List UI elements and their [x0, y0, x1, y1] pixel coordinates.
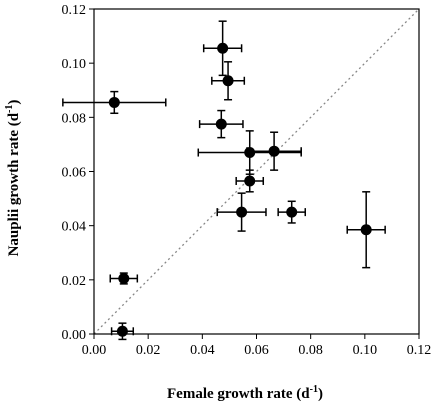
data-point	[286, 206, 298, 218]
y-tick-label: 0.10	[62, 57, 87, 72]
data-point	[268, 145, 280, 157]
y-tick-label: 0.08	[62, 111, 87, 126]
reference-line	[93, 8, 420, 335]
data-point	[244, 147, 256, 159]
data-point-group	[197, 130, 302, 175]
data-points-layer	[62, 20, 386, 341]
data-point	[116, 325, 128, 337]
y-tick-label: 0.04	[62, 220, 87, 235]
y-tick-label: 0.12	[62, 3, 87, 18]
y-tick-label: 0.02	[62, 274, 87, 289]
data-point	[215, 118, 227, 130]
data-point-group	[110, 322, 135, 341]
reference-line-layer	[93, 8, 420, 335]
data-point-group	[216, 192, 267, 232]
x-tick-label: 0.10	[353, 343, 378, 358]
x-tick-label: 0.06	[244, 343, 269, 358]
data-point-group	[62, 90, 167, 115]
data-point-group	[235, 169, 265, 193]
data-point-group	[246, 131, 302, 171]
data-point	[360, 224, 372, 236]
x-axis-title: Female growth rate (d-1)	[167, 384, 323, 402]
data-point	[118, 272, 130, 284]
data-point-group	[202, 20, 243, 77]
data-point-group	[198, 109, 244, 139]
x-tick-label: 0.04	[190, 343, 215, 358]
data-point-group	[277, 200, 306, 224]
data-point	[236, 206, 248, 218]
data-point	[222, 75, 234, 87]
y-tick-label: 0.00	[62, 328, 87, 343]
data-point-group	[109, 272, 139, 285]
x-tick-label: 0.12	[407, 343, 432, 358]
data-point	[244, 175, 256, 187]
y-axis-title: Nauplii growth rate (d-1)	[4, 100, 22, 257]
x-tick-label: 0.00	[82, 343, 107, 358]
data-point	[217, 42, 229, 54]
x-tick-label: 0.02	[136, 343, 161, 358]
x-tick-label: 0.08	[298, 343, 323, 358]
data-point-group	[211, 61, 246, 101]
data-point	[108, 96, 120, 108]
ticks-layer: 0.00 0.02 0.04 0.06 0.08 0.10 0.12 0.00 0.02 0.04…	[62, 3, 432, 358]
y-tick-label: 0.06	[62, 166, 87, 181]
data-point-group	[346, 191, 386, 269]
